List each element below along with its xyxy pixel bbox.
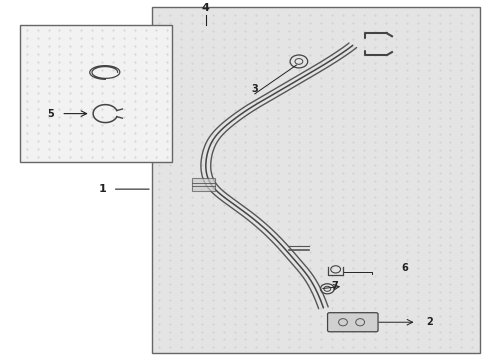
Text: 4: 4 [202,3,210,13]
FancyBboxPatch shape [327,313,378,332]
Text: 3: 3 [251,84,258,94]
Bar [20,26,172,162]
Text: 2: 2 [426,317,433,327]
Bar [192,178,215,191]
Text: 6: 6 [402,263,409,273]
Bar [152,8,480,353]
Text: 5: 5 [47,109,54,118]
Text: 1: 1 [99,184,107,194]
Text: 7: 7 [331,281,338,291]
